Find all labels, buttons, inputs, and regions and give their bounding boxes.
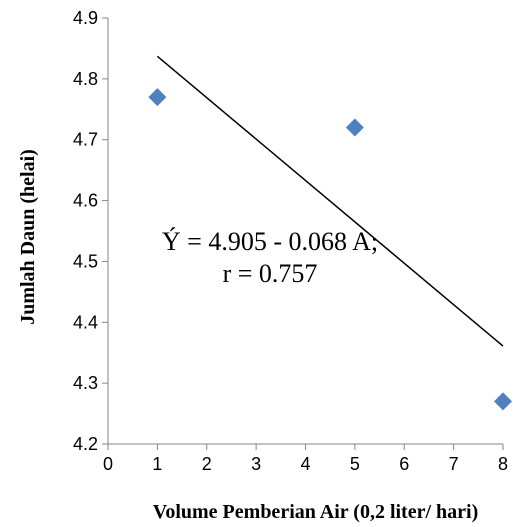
x-tick-label: 8 xyxy=(498,454,508,474)
data-points xyxy=(148,88,512,411)
y-tick-label: 4.2 xyxy=(73,434,98,454)
y-tick-label: 4.3 xyxy=(73,373,98,393)
data-point-1 xyxy=(148,88,167,107)
data-point-3 xyxy=(494,392,512,411)
y-tick-label: 4.6 xyxy=(73,191,98,211)
x-tick-label: 3 xyxy=(251,454,261,474)
y-tick-label: 4.9 xyxy=(73,8,98,28)
x-axis-ticks: 0 1 2 3 4 5 6 7 8 xyxy=(103,444,508,474)
x-axis-title: Volume Pemberian Air (0,2 liter/ hari) xyxy=(153,501,479,523)
correlation-text: r = 0.757 xyxy=(223,259,318,288)
y-tick-label: 4.7 xyxy=(73,130,98,150)
x-tick-label: 4 xyxy=(300,454,310,474)
y-tick-label: 4.4 xyxy=(73,312,98,332)
x-tick-label: 1 xyxy=(152,454,162,474)
y-tick-label: 4.8 xyxy=(73,69,98,89)
y-tick-label: 4.5 xyxy=(73,251,98,271)
y-axis-title: Jumlah Daun (helai) xyxy=(17,149,39,325)
x-tick-label: 0 xyxy=(103,454,113,474)
equation-text: Ý = 4.905 - 0.068 A; xyxy=(162,227,378,256)
x-tick-label: 5 xyxy=(350,454,360,474)
x-tick-label: 2 xyxy=(202,454,212,474)
trendline xyxy=(156,55,504,347)
y-axis-ticks: 4.2 4.3 4.4 4.5 4.6 4.7 4.8 4.9 xyxy=(73,8,108,454)
x-tick-label: 6 xyxy=(399,454,409,474)
data-point-2 xyxy=(345,118,364,137)
x-tick-label: 7 xyxy=(449,454,459,474)
